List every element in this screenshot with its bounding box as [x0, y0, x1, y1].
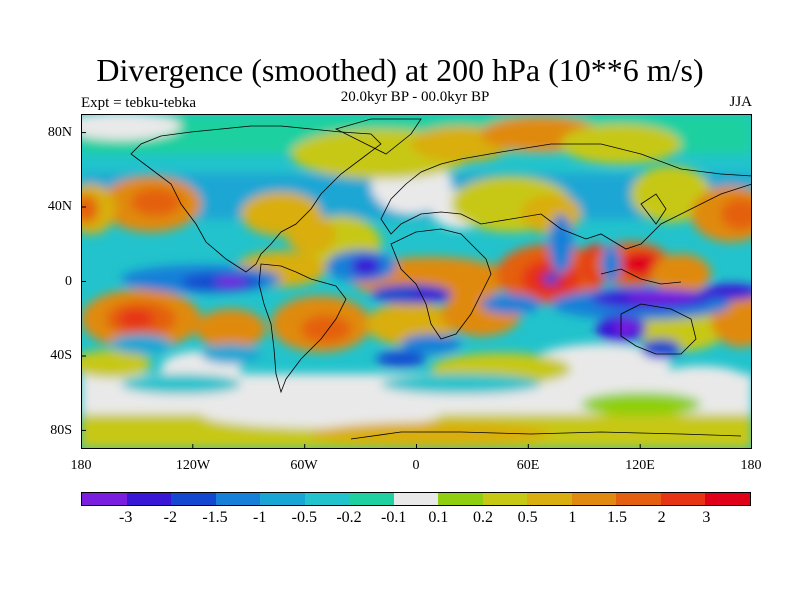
colorbar-swatch	[126, 493, 172, 505]
colorbar-label: -1.5	[202, 509, 228, 526]
colorbar-label: 1	[568, 509, 577, 526]
coastlines	[130, 118, 752, 440]
lon-label-120e: 120E	[625, 458, 655, 473]
colorbar-label: -2	[163, 509, 177, 526]
lon-label-60e: 60E	[516, 458, 540, 473]
colorbar-label: -0.2	[336, 509, 362, 526]
lon-label-180w: 180	[70, 458, 92, 473]
colorbar-swatch	[527, 493, 572, 505]
colorbar-label: 1.5	[607, 509, 627, 526]
colorbar-label: -0.1	[380, 509, 407, 526]
colorbar-swatch	[660, 493, 706, 505]
colorbar-swatch	[393, 493, 439, 505]
lat-label-0: 0	[65, 274, 72, 289]
colorbar-swatch	[705, 493, 750, 505]
experiment-label: Expt = tebku-tebka	[81, 95, 197, 111]
colorbar-swatch	[571, 493, 617, 505]
colorbar-label: -0.5	[291, 509, 317, 526]
lat-label-80n: 80N	[47, 125, 72, 140]
lon-label-0: 0	[412, 458, 420, 473]
lon-label-120w: 120W	[175, 458, 211, 473]
lon-label-180e: 180	[740, 458, 762, 473]
lat-label-40n: 40N	[47, 199, 72, 214]
divergence-map	[81, 114, 752, 449]
colorbar-label: -3	[118, 509, 133, 526]
colorbar-swatch	[260, 493, 305, 505]
colorbar-label: -1	[252, 509, 267, 526]
colorbar-label: 0.2	[473, 509, 493, 526]
lat-label-80s: 80S	[50, 423, 72, 438]
colorbar	[81, 492, 751, 506]
colorbar-swatch	[482, 493, 528, 505]
colorbar-swatch	[304, 493, 350, 505]
period-label: 20.0kyr BP - 00.0kyr BP	[340, 89, 490, 105]
colorbar-swatch	[349, 493, 394, 505]
colorbar-swatch	[215, 493, 261, 505]
colorbar-label: 0.5	[517, 509, 538, 526]
colorbar-label: 3	[702, 509, 711, 526]
colorbar-swatch	[616, 493, 661, 505]
colorbar-swatch	[171, 493, 216, 505]
colorbar-label: 0.1	[428, 509, 449, 526]
season-label: JJA	[729, 94, 752, 110]
map-title: Divergence (smoothed) at 200 hPa (10**6 …	[96, 52, 704, 88]
axis-ticks	[81, 132, 641, 449]
colorbar-swatch	[82, 493, 127, 505]
colorbar-swatch	[438, 493, 483, 505]
lat-label-40s: 40S	[50, 348, 72, 363]
colorbar-label: 2	[657, 509, 666, 526]
divergence-field	[81, 114, 752, 449]
lon-label-60w: 60W	[290, 458, 318, 473]
